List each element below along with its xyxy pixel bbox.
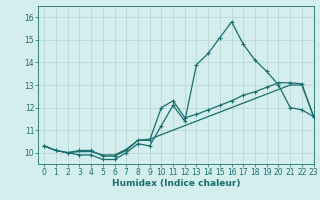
X-axis label: Humidex (Indice chaleur): Humidex (Indice chaleur) [112,179,240,188]
